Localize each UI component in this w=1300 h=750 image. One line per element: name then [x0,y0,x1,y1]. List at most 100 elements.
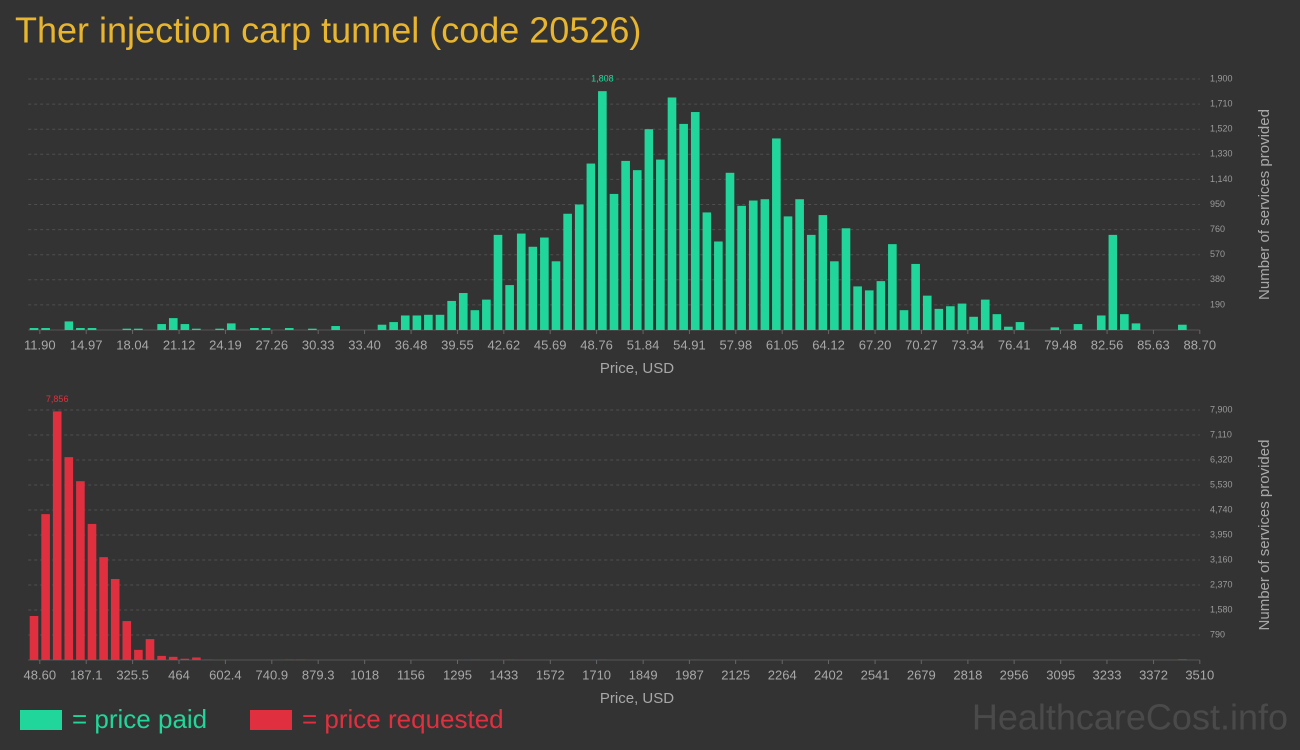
bar [679,123,688,330]
bar [714,241,723,330]
x-tick-label: 325.5 [116,667,149,682]
y-tick-label: 1,900 [1210,73,1233,83]
bar [667,97,677,330]
bar [632,170,642,330]
x-tick-label: 39.55 [441,337,474,352]
bar [1108,234,1118,330]
y-tick-label: 380 [1210,274,1225,284]
bar [493,234,503,330]
bar [772,138,781,330]
bar [261,328,271,330]
x-tick-label: 54.91 [673,337,706,352]
bar [864,290,874,330]
bar [1131,323,1141,330]
bar [389,322,398,330]
bar [783,216,793,330]
bar [946,306,955,330]
bar [168,656,178,660]
x-tick-label: 79.48 [1044,337,1077,352]
x-tick-label: 76.41 [998,337,1031,352]
x-tick-label: 2402 [814,667,843,682]
x-tick-label: 85.63 [1137,337,1170,352]
x-tick-label: 3095 [1046,667,1075,682]
x-tick-label: 21.12 [163,337,196,352]
bar [540,237,549,330]
bar [41,328,50,330]
bar [424,314,433,330]
x-tick-label: 30.33 [302,337,335,352]
bar [830,261,839,330]
bar [122,328,132,330]
bar [853,286,862,330]
x-tick-label: 51.84 [627,337,660,352]
bar [1004,326,1013,330]
bar [888,244,897,330]
bar [52,411,62,660]
x-tick-label: 48.76 [580,337,613,352]
legend-swatch [250,710,292,730]
bar [1178,659,1187,660]
bar [656,159,665,330]
bar [1120,314,1129,330]
x-tick-label: 14.97 [70,337,103,352]
x-tick-label: 1433 [489,667,518,682]
y-tick-label: 1,580 [1210,604,1233,614]
x-tick-label: 11.90 [24,337,56,352]
x-tick-label: 36.48 [395,337,428,352]
bar [806,234,816,330]
bar [400,315,410,330]
y-tick-label: 950 [1210,199,1225,209]
bar [76,328,85,330]
x-tick-label: 27.26 [256,337,289,352]
x-tick-label: 82.56 [1091,337,1124,352]
bar [482,299,491,330]
bar [412,315,422,330]
bar [551,261,561,330]
bar [99,557,108,660]
x-tick-label: 2264 [768,667,797,682]
y-tick-label: 7,110 [1210,429,1232,439]
bar [122,621,132,660]
bar [516,233,526,330]
y-tick-label: 1,710 [1210,98,1233,108]
y-tick-label: 7,900 [1210,404,1233,414]
bar [157,324,166,330]
x-tick-label: 1987 [675,667,704,682]
x-tick-label: 2541 [861,667,890,682]
x-tick-label: 2679 [907,667,936,682]
y-tick-label: 5,530 [1210,479,1233,489]
x-tick-label: 3233 [1093,667,1122,682]
bar [957,303,967,330]
bar [377,324,387,330]
x-tick-label: 33.40 [348,337,381,352]
x-tick-label: 70.27 [905,337,938,352]
bar [145,639,155,660]
bar [76,481,85,660]
bar [226,323,236,330]
x-tick-label: 879.3 [302,667,335,682]
bar [980,299,990,330]
bar [250,328,259,330]
x-tick-label: 1710 [582,667,611,682]
bar [157,655,166,660]
bar [795,199,804,330]
bar [818,215,828,330]
bar [969,316,978,330]
x-tick-label: 24.19 [209,337,242,352]
x-tick-label: 73.34 [952,337,985,352]
bar [110,578,120,660]
x-tick-label: 187.1 [70,667,103,682]
bar [134,649,143,660]
bar [87,328,97,330]
x-tick-label: 602.4 [209,667,242,682]
x-axis-label: Price, USD [600,690,674,707]
bar [737,205,746,330]
bar [899,310,909,330]
x-tick-label: 740.9 [256,667,289,682]
bar [841,228,851,330]
bar [725,172,735,330]
bar [64,457,74,660]
